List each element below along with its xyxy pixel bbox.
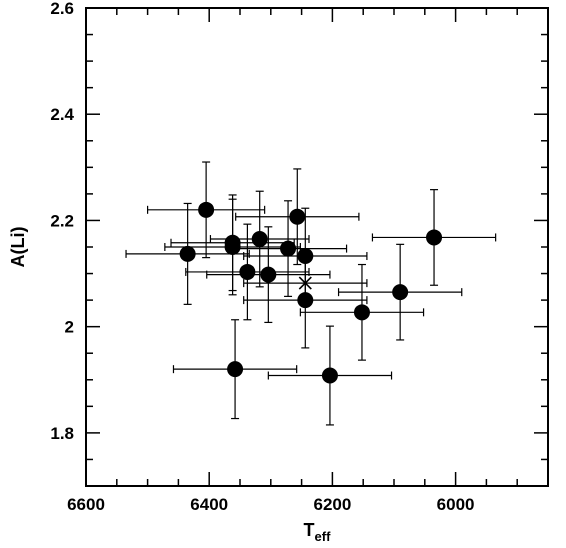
data-point [260,266,277,283]
x-tick-labels: 6600 6400 6200 6000 [67,495,474,514]
data-point [353,304,370,321]
y-tick-labels: 1.8 2 2.2 2.4 2.6 [50,0,74,443]
x-axis-label-subscript: eff [315,529,332,544]
data-point [224,239,241,255]
cross-marker-stroke [298,276,312,290]
data-point [280,240,297,257]
data-point [227,361,244,378]
y-tick-label: 2 [65,318,74,337]
x-tick-label: 6200 [313,495,351,514]
data-point [239,263,256,280]
data-points [179,201,443,384]
x-tick-label: 6600 [67,495,105,514]
y-tick-label: 1.8 [50,424,74,443]
data-point [289,208,306,225]
plot-frame [85,7,549,487]
data-point [426,229,443,246]
error-bars [125,161,497,426]
data-point [179,245,196,262]
y-tick-label: 2.6 [50,0,74,18]
y-tick-label: 2.4 [50,105,74,124]
data-point [392,284,409,301]
x-axis-label: Teff [304,520,332,544]
y-axis-label: A(Li) [8,227,28,268]
x-tick-label: 6000 [437,495,475,514]
data-point [251,231,268,248]
data-point [297,248,314,265]
x-axis-label-main: T [304,520,315,540]
axis-ticks [85,7,549,487]
x-tick-label: 6400 [190,495,228,514]
data-point [198,201,215,218]
data-point [321,367,338,384]
data-point [297,292,314,309]
y-tick-label: 2.2 [50,211,74,230]
